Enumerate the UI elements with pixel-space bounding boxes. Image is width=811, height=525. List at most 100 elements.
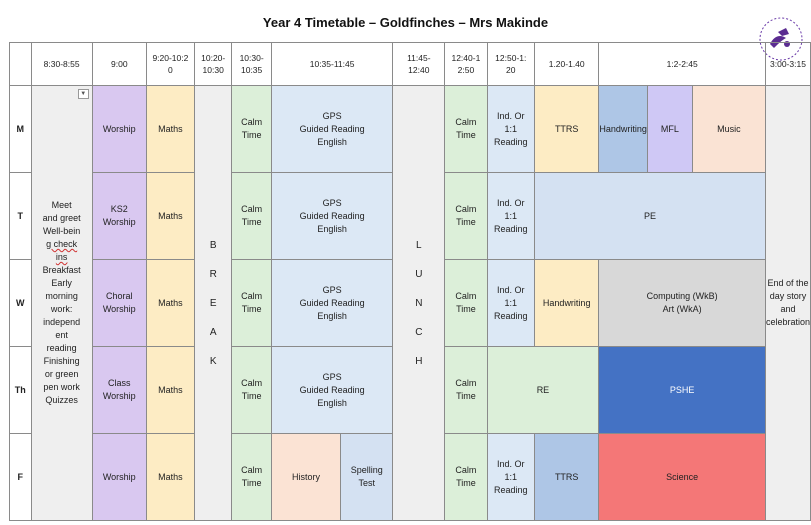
- lesson-line: Worship: [102, 304, 136, 314]
- calm-time-line: Time: [456, 130, 476, 140]
- lesson-handwriting: Handwriting: [534, 259, 600, 347]
- calm-time-line: Calm: [241, 465, 263, 475]
- reading-line: Reading: [494, 310, 528, 321]
- lesson-worship: Worship: [91, 433, 147, 521]
- header-cell: 10:35-11:45: [270, 42, 394, 86]
- end-of-day-line: day story: [769, 291, 807, 301]
- calm-time: Calm Time: [231, 85, 272, 173]
- calm-time: Calm Time: [444, 85, 488, 173]
- calm-time-line: Time: [456, 391, 476, 401]
- gps-line: English: [317, 223, 347, 234]
- lesson-maths: Maths: [145, 433, 195, 521]
- header-cell: 3:00-3:15: [764, 42, 811, 86]
- calm-time-line: Time: [456, 304, 476, 314]
- vertical-letter: L: [416, 239, 422, 251]
- calm-time-line: Calm: [241, 117, 263, 127]
- lesson-line: Class: [108, 378, 131, 388]
- morning-activity-line: ent: [55, 330, 68, 340]
- header-cell: 11:45- 12:40: [392, 42, 446, 86]
- calm-time: Calm Time: [444, 172, 488, 260]
- morning-activity-line: pen work: [43, 382, 80, 392]
- vertical-letter: U: [415, 268, 423, 280]
- reading-line: 1:1: [504, 471, 518, 482]
- reading-line: 1:1: [504, 210, 518, 221]
- calm-time-line: Calm: [455, 117, 477, 127]
- header-cell: 9:20-10:2 0: [145, 42, 195, 86]
- end-of-day-line: and: [780, 304, 796, 314]
- vertical-letter: R: [209, 268, 217, 280]
- lesson-maths: Maths: [145, 259, 195, 347]
- reading-line: 1:1: [504, 123, 518, 134]
- morning-activity-line: independ: [43, 317, 81, 327]
- calm-time: Calm Time: [231, 172, 272, 260]
- calm-time: Calm Time: [231, 346, 272, 434]
- end-of-day-cell: End of the day story and celebration: [764, 85, 811, 521]
- vertical-letter: B: [209, 239, 217, 251]
- gps-line: GPS: [322, 197, 342, 208]
- lesson-worship: Choral Worship: [91, 259, 147, 347]
- morning-activity-line: Quizzes: [45, 395, 78, 405]
- header-cell: 1.20-1.40: [534, 42, 600, 86]
- header-cell: 8:30-8:55: [30, 42, 93, 86]
- lesson-line: Worship: [102, 217, 136, 227]
- calm-time-line: Time: [456, 478, 476, 488]
- morning-activity-line: and greet: [42, 213, 81, 223]
- lesson-line: Choral: [106, 291, 133, 301]
- calm-time-line: Time: [241, 304, 262, 314]
- morning-activities-cell[interactable]: ▼ Meet and greet Well-bein g check ins Breakf…: [30, 85, 93, 521]
- calm-time: Calm Time: [231, 259, 272, 347]
- lesson-computing-art: Computing (WkB) Art (WkA): [598, 259, 766, 347]
- gps-line: English: [317, 397, 347, 408]
- vertical-letter: A: [209, 326, 217, 338]
- gps-line: English: [317, 310, 347, 321]
- corner-cell: [9, 42, 32, 86]
- lesson-line: Spelling: [350, 465, 383, 475]
- header-cell: 1:2-2:45: [598, 42, 766, 86]
- lesson-reading: Ind. Or 1:1 Reading: [486, 433, 536, 521]
- gps-line: GPS: [322, 284, 342, 295]
- lesson-worship: Worship: [91, 85, 147, 173]
- lesson-history: History: [270, 433, 342, 521]
- lesson-science: Science: [598, 433, 766, 521]
- lesson-pshe: PSHE: [598, 346, 766, 434]
- day-label: W: [9, 259, 32, 347]
- morning-activity-line: Well-bein: [42, 226, 81, 236]
- morning-activity-line: Meet: [51, 200, 72, 210]
- reading-line: Reading: [494, 223, 528, 234]
- reading-line: 1:1: [504, 297, 518, 308]
- morning-activity-line: work:: [50, 304, 73, 314]
- lesson-gps: GPS Guided Reading English: [270, 259, 394, 347]
- header-cell: 12:40-1 2:50: [444, 42, 488, 86]
- lesson-spelling-test: Spelling Test: [340, 433, 394, 521]
- vertical-letter: C: [415, 326, 423, 338]
- header-cell: 9:00: [91, 42, 147, 86]
- gps-line: Guided Reading: [299, 210, 365, 221]
- reading-line: Reading: [494, 136, 528, 147]
- timetable: 8:30-8:55 9:00 9:20-10:2 0 10:20- 10:30 10…: [9, 42, 811, 521]
- end-of-day-line: End of the: [767, 278, 809, 288]
- lesson-reading: Ind. Or 1:1 Reading: [486, 172, 536, 260]
- gps-line: English: [317, 136, 347, 147]
- lesson-line: Art (WkA): [662, 304, 702, 314]
- gps-line: Guided Reading: [299, 123, 365, 134]
- calm-time-line: Calm: [455, 465, 477, 475]
- gps-line: GPS: [322, 371, 342, 382]
- lesson-maths: Maths: [145, 172, 195, 260]
- calm-time: Calm Time: [444, 346, 488, 434]
- lesson-worship: Class Worship: [91, 346, 147, 434]
- morning-activity-line: Early: [51, 278, 72, 288]
- end-of-day-line: celebration: [765, 317, 810, 327]
- lesson-maths: Maths: [145, 346, 195, 434]
- lesson-line: Test: [358, 478, 376, 488]
- lesson-ttrs: TTRS: [534, 433, 600, 521]
- lesson-ttrs: TTRS: [534, 85, 600, 173]
- morning-activity-line: morning: [45, 291, 78, 301]
- lesson-gps: GPS Guided Reading English: [270, 85, 394, 173]
- header-cell: 10:30- 10:35: [231, 42, 272, 86]
- header-cell: 12:50-1: 20: [486, 42, 536, 86]
- lesson-handwriting: Handwriting: [598, 85, 648, 173]
- chevron-down-icon[interactable]: ▼: [77, 89, 89, 99]
- day-label: F: [9, 433, 32, 521]
- lesson-reading: Ind. Or 1:1 Reading: [486, 85, 536, 173]
- break-cell: B R E A K: [193, 85, 233, 521]
